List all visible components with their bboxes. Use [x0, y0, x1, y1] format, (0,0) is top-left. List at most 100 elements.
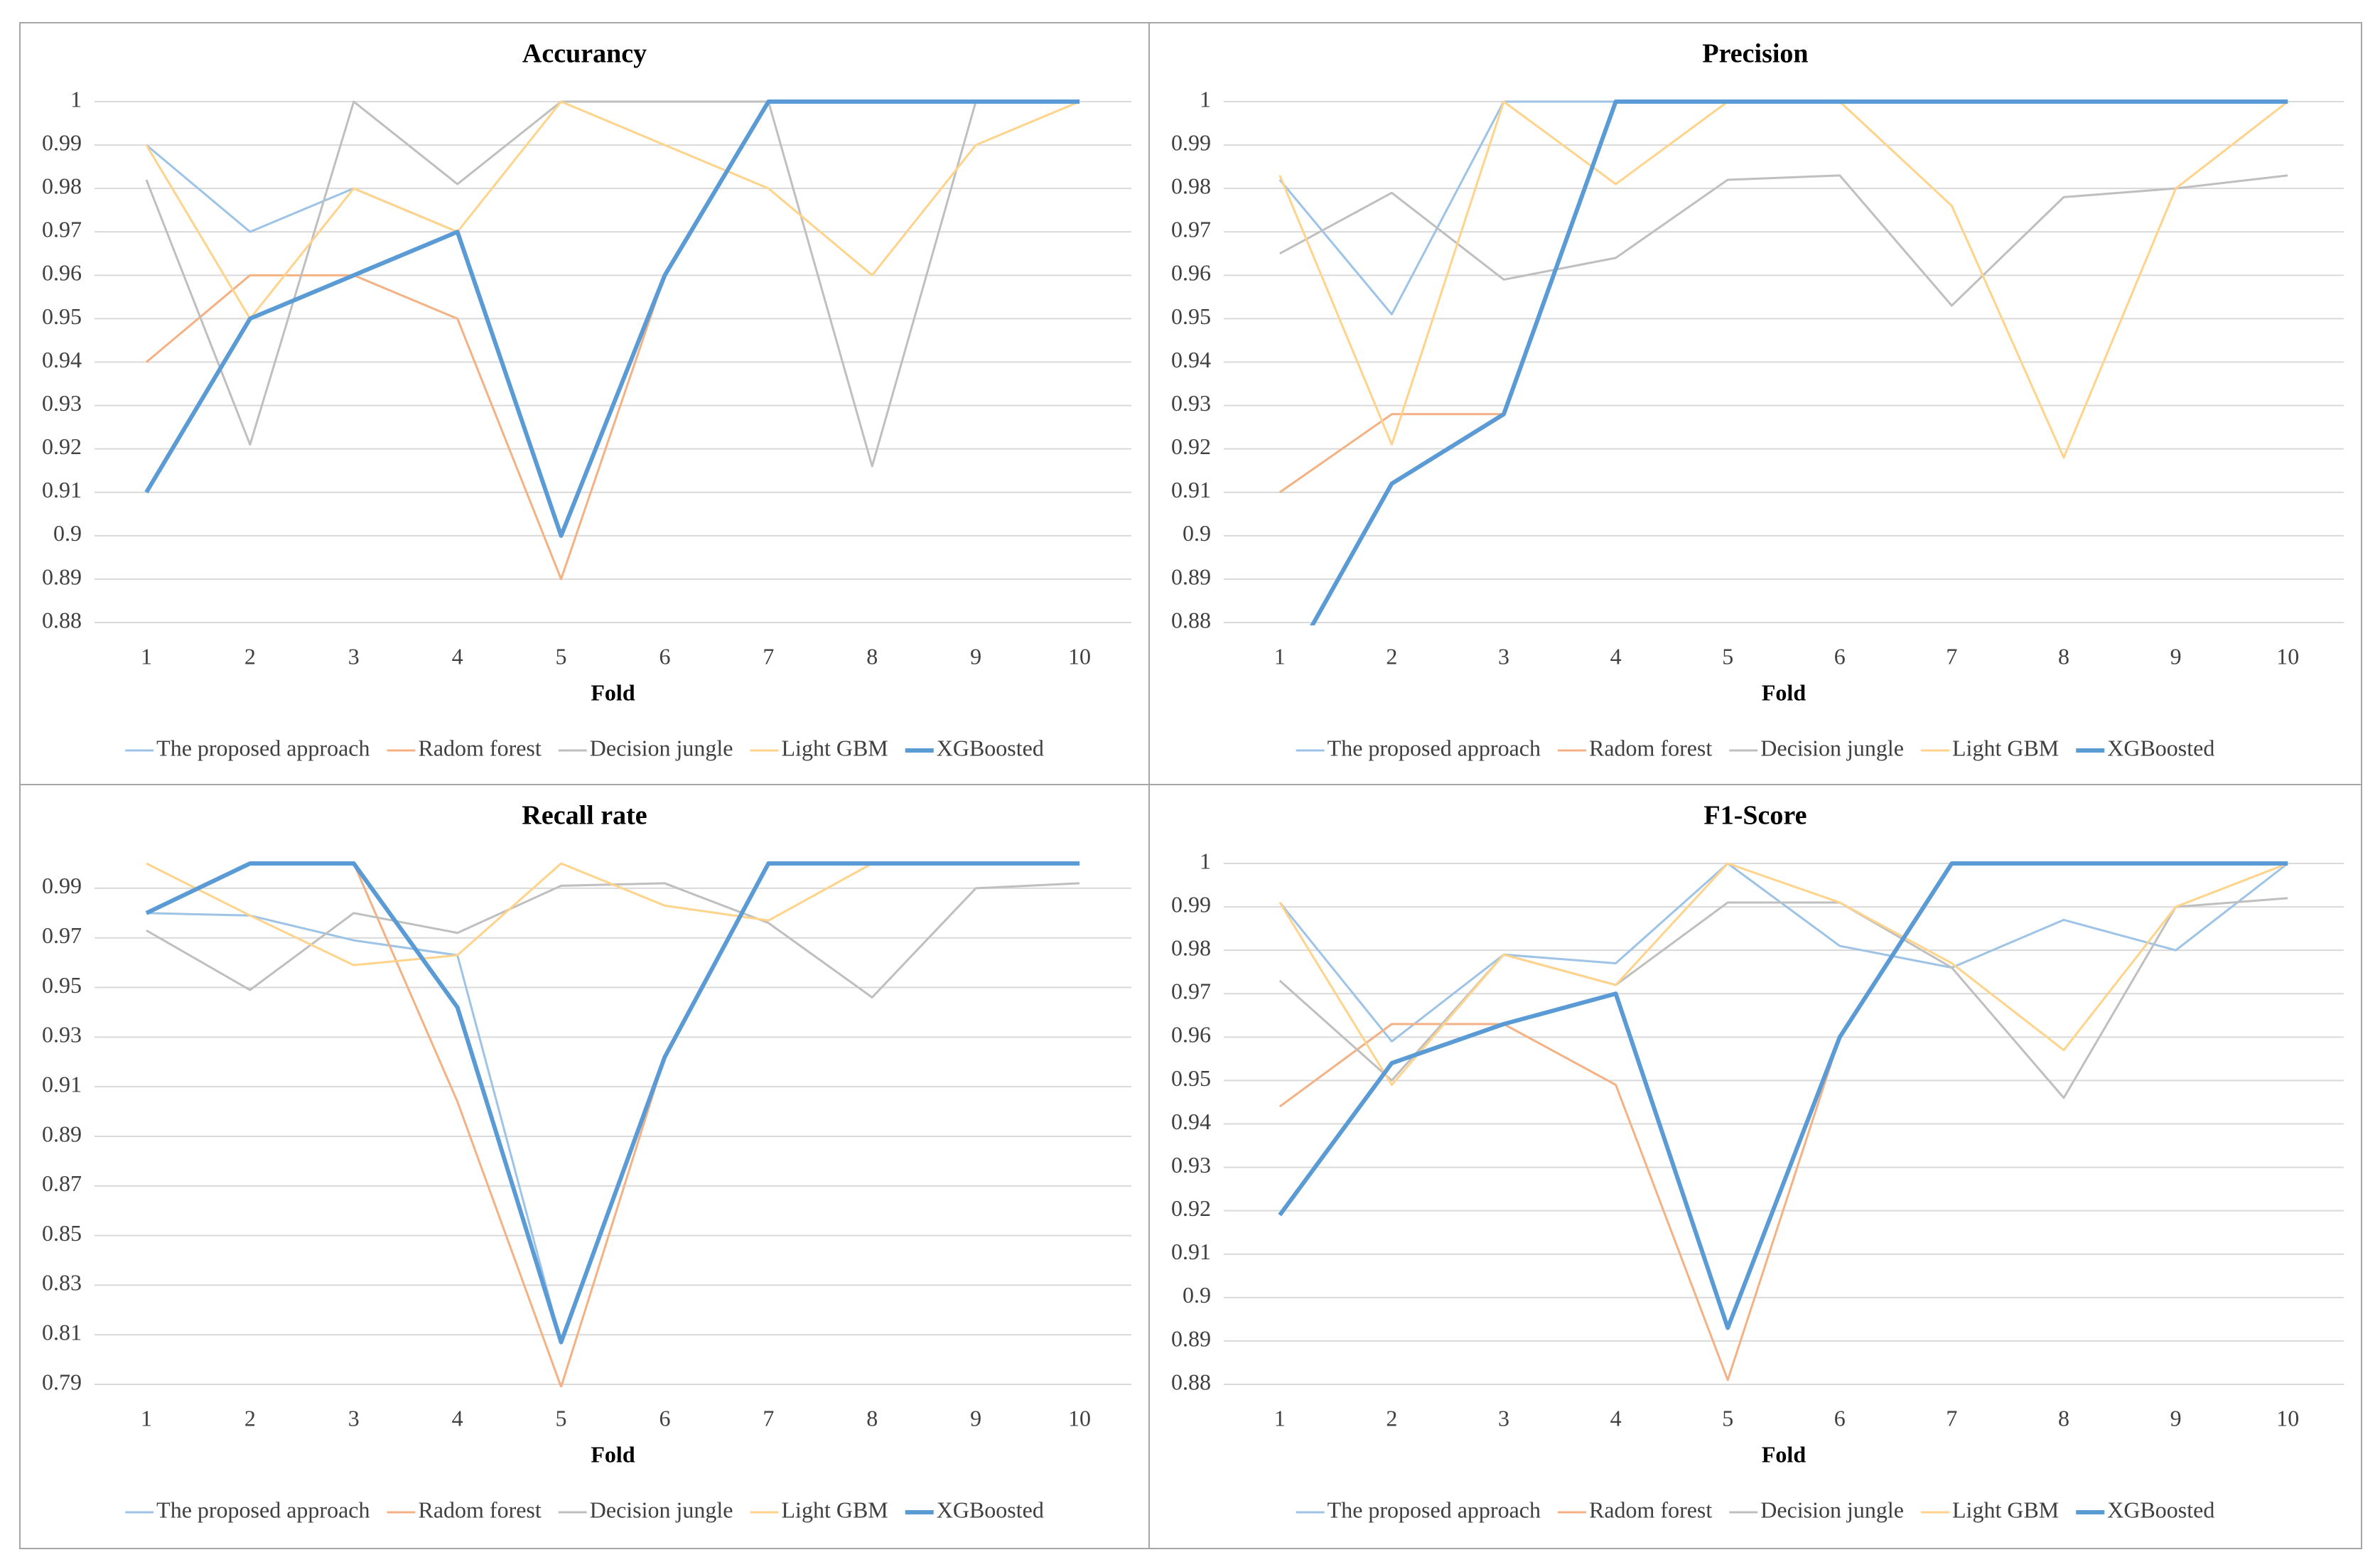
x-tick-label: 4 — [1610, 1405, 1622, 1431]
x-tick-label: 2 — [244, 643, 256, 669]
chart-panel: F1-Score 0.88 0.89 0.9 0.91 0.92 0.93 0.94 0.95 0… — [1148, 784, 2362, 1549]
y-tick-label: 0.94 — [1171, 1109, 1211, 1134]
y-tick-label: 0.95 — [42, 303, 82, 329]
y-tick-label: 0.9 — [53, 520, 82, 546]
x-tick-label: 6 — [1834, 643, 1846, 669]
x-tick-label: 6 — [659, 643, 670, 669]
lines — [144, 99, 1080, 581]
x-tick-label: 6 — [659, 1405, 670, 1431]
x-axis-label: Fold — [1762, 679, 1806, 705]
x-tick-label: 8 — [2058, 643, 2069, 669]
lines — [1278, 99, 2289, 625]
series-line — [1278, 862, 2289, 1043]
y-tick-label: 0.9 — [1183, 1282, 1211, 1308]
chart-title: F1-Score — [1704, 801, 1807, 831]
panel-border — [19, 22, 1150, 785]
series-line — [145, 100, 1080, 320]
series-line — [1310, 99, 2288, 625]
legend-label: The proposed approach — [1328, 1497, 1541, 1522]
x-tick-label: 7 — [763, 643, 774, 669]
y-tick-label: 0.99 — [42, 129, 82, 155]
x-tick-label: 7 — [763, 1405, 774, 1431]
x-tick-label: 5 — [556, 643, 567, 669]
x-tick-label: 3 — [348, 1405, 360, 1431]
y-tick-label: 0.95 — [1171, 303, 1211, 329]
panel-border — [19, 784, 1150, 1549]
y-tick-label: 0.98 — [42, 173, 82, 199]
legend-label: Radom forest — [1589, 1497, 1712, 1522]
y-tick-label: 0.97 — [42, 922, 82, 948]
y-tick-label: 0.91 — [42, 1071, 82, 1097]
legend-label: The proposed approach — [156, 735, 370, 760]
x-tick-label: 8 — [2058, 1405, 2069, 1431]
y-tick-label: 0.97 — [42, 217, 82, 242]
series-line — [1279, 174, 2288, 307]
x-tick-label: 8 — [866, 1405, 878, 1431]
x-axis-label: Fold — [591, 679, 635, 705]
series-line — [145, 100, 1080, 468]
x-tick-label: 1 — [141, 1405, 152, 1431]
panel-border — [1148, 22, 2362, 785]
chart-panel: Recall rate 0.79 0.81 0.83 0.85 0.87 0.89 0.91 0… — [19, 784, 1150, 1549]
y-tick-label: 0.85 — [42, 1220, 82, 1246]
y-tick-label: 0.83 — [42, 1270, 82, 1296]
legend-label: Radom forest — [418, 735, 541, 760]
legend: The proposed approach Radom forest Decisio… — [1296, 1497, 2214, 1522]
y-tick-label: 0.99 — [1171, 129, 1211, 155]
y-tick-label: 0.88 — [42, 607, 82, 632]
y-tick-label: 0.94 — [42, 347, 82, 372]
chart-title: Accurancy — [522, 39, 647, 69]
x-tick-label: 3 — [1498, 643, 1509, 669]
y-tick-label: 0.99 — [1171, 891, 1211, 917]
x-axis-label: Fold — [591, 1441, 635, 1467]
legend-label: Decision jungle — [590, 1497, 733, 1522]
x-tick-label: 7 — [1946, 1405, 1957, 1431]
legend-label: Radom forest — [418, 1497, 541, 1522]
y-tick-label: 0.92 — [42, 434, 82, 459]
x-tick-label: 5 — [1722, 643, 1733, 669]
x-tick-label: 10 — [1068, 643, 1091, 669]
y-tick-label: 0.97 — [1171, 979, 1211, 1004]
x-tick-label: 1 — [1274, 643, 1286, 669]
y-tick-label: 0.95 — [1171, 1065, 1211, 1091]
x-tick-label: 2 — [1386, 643, 1397, 669]
y-tick-label: 0.92 — [1171, 1195, 1211, 1221]
legend-label: XGBoosted — [2107, 1497, 2214, 1522]
legend-label: XGBoosted — [937, 735, 1044, 760]
legend: The proposed approach Radom forest Decisio… — [125, 1497, 1044, 1522]
y-tick-label: 0.92 — [1171, 434, 1211, 459]
y-tick-label: 1 — [1200, 86, 1211, 112]
legend-label: The proposed approach — [156, 1497, 370, 1522]
x-tick-label: 7 — [1946, 643, 1957, 669]
y-tick-label: 0.89 — [42, 564, 82, 589]
chart-panel: Precision 0.88 0.89 0.9 0.91 0.92 0.93 0.94 0.95… — [1148, 22, 2362, 785]
legend-label: The proposed approach — [1328, 735, 1541, 760]
x-tick-label: 1 — [1274, 1405, 1286, 1431]
y-tick-label: 0.99 — [42, 873, 82, 898]
x-tick-label: 8 — [866, 643, 878, 669]
y-tick-label: 0.79 — [42, 1369, 82, 1394]
y-tick-label: 1 — [70, 86, 82, 112]
x-tick-label: 9 — [970, 643, 981, 669]
y-tick-label: 0.93 — [42, 390, 82, 416]
x-tick-label: 3 — [1498, 1405, 1509, 1431]
panel-border — [1148, 784, 2362, 1549]
chart-panel: Accurancy 0.88 0.89 0.9 0.91 0.92 0.93 0.94 0.95… — [19, 22, 1150, 785]
chart-title: Precision — [1702, 39, 1808, 69]
legend-label: Light GBM — [782, 735, 888, 760]
legend-label: Decision jungle — [590, 735, 733, 760]
x-tick-label: 2 — [1386, 1405, 1397, 1431]
x-tick-label: 4 — [1610, 643, 1622, 669]
y-tick-label: 0.91 — [42, 477, 82, 502]
legend-label: Decision jungle — [1760, 735, 1904, 760]
x-tick-label: 2 — [244, 1405, 256, 1431]
y-tick-label: 0.9 — [1183, 520, 1211, 546]
legend: The proposed approach Radom forest Decisio… — [1296, 735, 2214, 760]
x-tick-label: 10 — [1068, 1405, 1091, 1431]
y-tick-label: 0.91 — [1171, 477, 1211, 502]
y-tick-label: 0.93 — [42, 1022, 82, 1048]
y-tick-label: 0.95 — [42, 972, 82, 998]
y-tick-label: 0.87 — [42, 1170, 82, 1196]
legend-label: Decision jungle — [1760, 1497, 1904, 1522]
